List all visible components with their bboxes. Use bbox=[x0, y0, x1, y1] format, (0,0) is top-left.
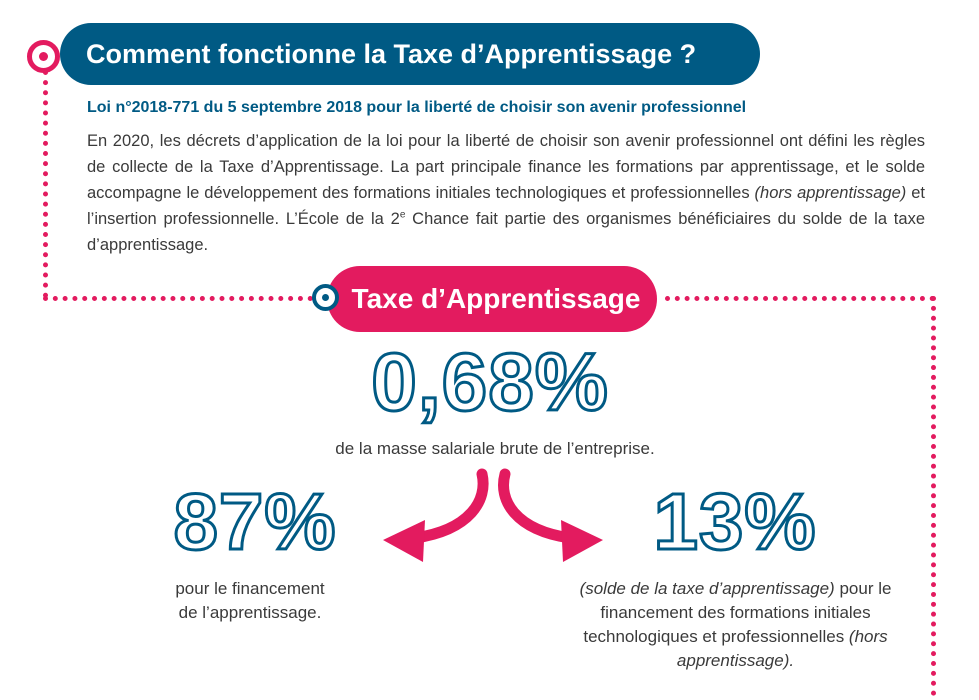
dotted-connector-left-vertical bbox=[43, 70, 48, 298]
dotted-connector-left-horizontal bbox=[43, 296, 313, 301]
taxe-label-banner: Taxe d’Apprentissage bbox=[327, 266, 657, 332]
arrow-right-curve bbox=[498, 468, 576, 544]
balance-caption-text: pour le financement des formations initi… bbox=[583, 579, 892, 646]
arrow-right-head bbox=[561, 520, 603, 562]
taxe-bullet-ring-icon bbox=[312, 284, 339, 311]
title-bullet-ring-icon bbox=[27, 40, 60, 73]
intro-text-1: En 2020, les décrets d’application de la… bbox=[87, 132, 925, 202]
dotted-connector-right-horizontal bbox=[665, 296, 935, 301]
total-rate-caption: de la masse salariale brute de l’entrepr… bbox=[335, 439, 655, 458]
intro-superscript: e bbox=[399, 209, 406, 221]
intro-text-3: Chance fait partie des organismes bénéfi… bbox=[87, 210, 925, 254]
title-bullet-dot bbox=[39, 52, 48, 61]
page-title-banner: Comment fonctionne la Taxe d’Apprentissa… bbox=[60, 23, 760, 85]
dotted-connector-right-vertical bbox=[931, 296, 936, 696]
arrow-left-head bbox=[383, 520, 425, 562]
balance-rate: 13% bbox=[652, 476, 817, 567]
balance-caption-italic: (solde de la taxe d’apprentissage) bbox=[579, 579, 835, 598]
taxe-label: Taxe d’Apprentissage bbox=[351, 283, 641, 314]
apprenticeship-caption-line2: de l’apprentissage. bbox=[178, 603, 322, 622]
apprenticeship-caption-line1: pour le financement bbox=[175, 579, 325, 598]
law-reference: Loi n°2018-771 du 5 septembre 2018 pour … bbox=[87, 99, 747, 116]
intro-text-2: et l’insertion professionnelle. L’École … bbox=[87, 184, 925, 228]
taxe-bullet-dot bbox=[322, 294, 329, 301]
apprenticeship-rate: 87% bbox=[172, 476, 337, 567]
apprenticeship-caption: pour le financement de l’apprentissage. bbox=[130, 577, 370, 625]
balance-caption: (solde de la taxe d’apprentissage) pour … bbox=[553, 577, 918, 673]
balance-caption-italic-end: (hors apprentissage). bbox=[676, 627, 888, 670]
arrow-left-curve bbox=[409, 468, 489, 544]
page-title: Comment fonctionne la Taxe d’Apprentissa… bbox=[86, 38, 697, 69]
intro-paragraph: En 2020, les décrets d’application de la… bbox=[87, 128, 925, 258]
total-rate: 0,68% bbox=[370, 336, 610, 429]
intro-italic: (hors apprentissage) bbox=[754, 184, 907, 202]
